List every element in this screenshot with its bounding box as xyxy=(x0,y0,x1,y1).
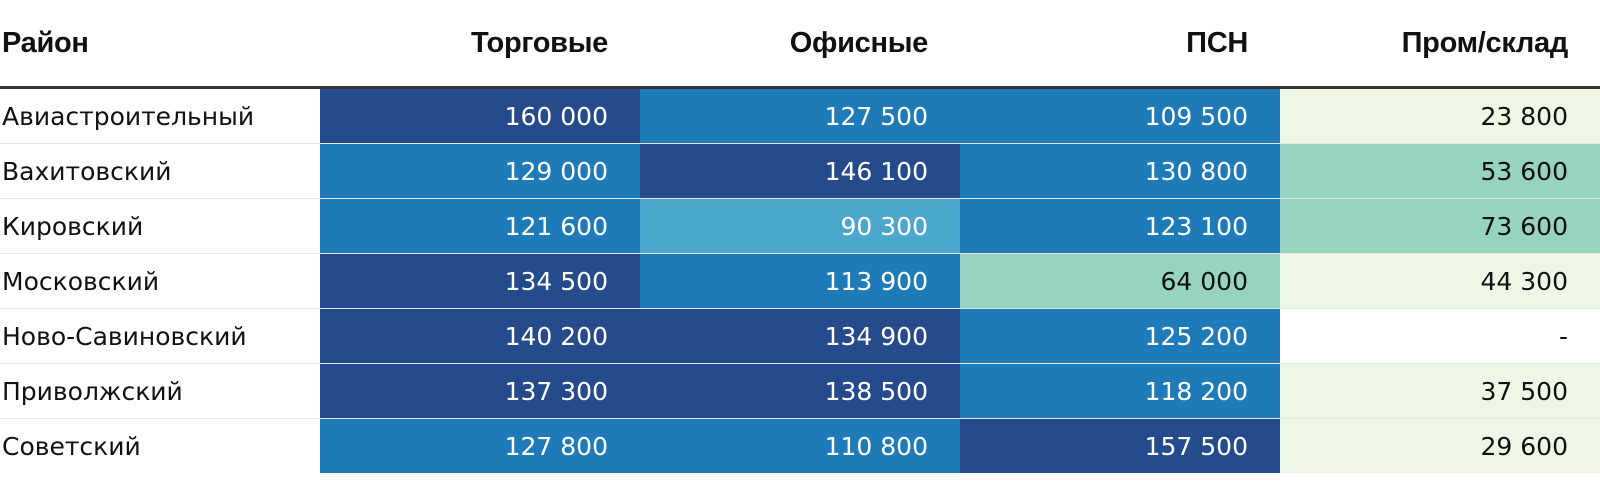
heatmap-cell-office: 90 300 xyxy=(640,198,960,254)
district-name: Московский xyxy=(0,253,320,309)
heatmap-cell-psn: 130 800 xyxy=(960,143,1280,199)
heatmap-cell-office: 134 900 xyxy=(640,308,960,364)
heatmap-table-container: Район Торговые Офисные ПСН Пром/склад Ав… xyxy=(0,0,1600,473)
heatmap-cell-office: 146 100 xyxy=(640,143,960,199)
heatmap-cell-retail: 137 300 xyxy=(320,363,640,419)
heatmap-cell-industrial: 29 600 xyxy=(1280,418,1600,473)
heatmap-cell-industrial: 44 300 xyxy=(1280,253,1600,309)
heatmap-cell-psn: 109 500 xyxy=(960,87,1280,144)
district-name: Ново-Савиновский xyxy=(0,308,320,364)
heatmap-cell-office: 127 500 xyxy=(640,87,960,144)
heatmap-cell-psn: 118 200 xyxy=(960,363,1280,419)
heatmap-cell-retail: 127 800 xyxy=(320,418,640,473)
heatmap-cell-industrial: 37 500 xyxy=(1280,363,1600,419)
table-row: Вахитовский 129 000 146 100 130 800 53 600 xyxy=(0,143,1600,199)
heatmap-cell-retail: 129 000 xyxy=(320,143,640,199)
district-name: Авиастроительный xyxy=(0,87,320,144)
heatmap-cell-retail: 160 000 xyxy=(320,87,640,144)
heatmap-cell-office: 110 800 xyxy=(640,418,960,473)
district-name: Приволжский xyxy=(0,363,320,419)
district-name: Вахитовский xyxy=(0,143,320,199)
column-header-psn: ПСН xyxy=(960,0,1280,89)
table-body: Авиастроительный 160 000 127 500 109 500 23 … xyxy=(0,87,1600,473)
column-header-district: Район xyxy=(0,0,320,89)
column-header-industrial: Пром/склад xyxy=(1280,0,1600,89)
heatmap-cell-office: 138 500 xyxy=(640,363,960,419)
table-row: Приволжский 137 300 138 500 118 200 37 500 xyxy=(0,363,1600,419)
heatmap-cell-industrial: 53 600 xyxy=(1280,143,1600,199)
heatmap-cell-retail: 140 200 xyxy=(320,308,640,364)
heatmap-cell-psn: 157 500 xyxy=(960,418,1280,473)
heatmap-cell-industrial: 73 600 xyxy=(1280,198,1600,254)
table-row: Авиастроительный 160 000 127 500 109 500 23 … xyxy=(0,87,1600,144)
heatmap-cell-industrial: 23 800 xyxy=(1280,87,1600,144)
heatmap-cell-office: 113 900 xyxy=(640,253,960,309)
district-name: Кировский xyxy=(0,198,320,254)
table-row: Ново-Савиновский 140 200 134 900 125 200- xyxy=(0,308,1600,364)
heatmap-cell-industrial: - xyxy=(1280,308,1600,364)
district-name: Советский xyxy=(0,418,320,473)
column-header-office: Офисные xyxy=(640,0,960,89)
heatmap-cell-psn: 125 200 xyxy=(960,308,1280,364)
heatmap-cell-retail: 134 500 xyxy=(320,253,640,309)
table-row: Советский 127 800 110 800 157 500 29 600 xyxy=(0,418,1600,473)
column-header-retail: Торговые xyxy=(320,0,640,89)
header-row: Район Торговые Офисные ПСН Пром/склад xyxy=(0,0,1600,89)
heatmap-cell-psn: 123 100 xyxy=(960,198,1280,254)
heatmap-cell-retail: 121 600 xyxy=(320,198,640,254)
table-row: Кировский 121 600 90 300 123 100 73 600 xyxy=(0,198,1600,254)
table-row: Московский 134 500 113 900 64 000 44 300 xyxy=(0,253,1600,309)
heatmap-table: Район Торговые Офисные ПСН Пром/склад Ав… xyxy=(0,0,1600,473)
heatmap-cell-psn: 64 000 xyxy=(960,253,1280,309)
